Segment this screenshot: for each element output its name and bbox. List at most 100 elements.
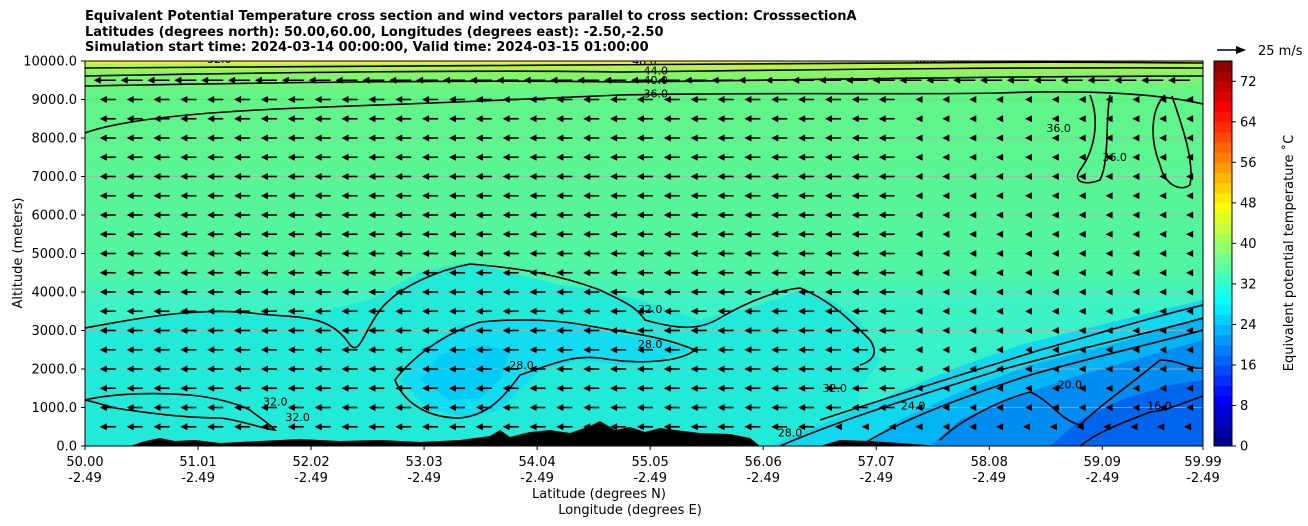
wind-vector-head (448, 327, 456, 334)
wind-vector-head (798, 384, 806, 392)
wind-vector-head (475, 192, 483, 200)
wind-vector-head (180, 365, 188, 373)
wind-vector-head (99, 384, 107, 392)
colorbar-segment (1214, 192, 1232, 204)
wind-vector-head (915, 327, 923, 334)
wind-vector-head (583, 211, 591, 219)
wind-vector-head (798, 211, 806, 219)
wind-vector-head (99, 423, 107, 431)
wind-vector-head (341, 288, 349, 296)
wind-vector-head (368, 404, 376, 411)
wind-vector-head (744, 404, 752, 411)
wind-vector-head (556, 115, 564, 123)
wind-vector-head (610, 365, 618, 373)
wind-vector-head (845, 76, 853, 84)
wind-vector-head (915, 250, 923, 257)
wind-vector-head (610, 327, 618, 334)
wind-vector-head (969, 153, 977, 161)
wind-vector-head (207, 173, 215, 180)
wind-vector-head (942, 250, 950, 257)
wind-vector-head (448, 153, 456, 161)
wind-vector-head (314, 192, 322, 200)
wind-vector-head (153, 230, 161, 238)
wind-vector-head (475, 96, 483, 103)
wind-vector-head (771, 153, 779, 161)
wind-vector-head (422, 230, 430, 238)
wind-vector-head (502, 230, 510, 238)
wind-vector-head (1186, 307, 1194, 315)
wind-vector-head (287, 288, 295, 296)
wind-vector-head (448, 173, 456, 180)
wind-vector-head (1186, 365, 1194, 373)
colorbar-segment (1214, 233, 1232, 244)
wind-vector-head (126, 269, 134, 277)
wind-vector-head (126, 404, 134, 411)
wind-vector-head (1051, 115, 1059, 123)
wind-vector-head (690, 153, 698, 161)
wind-vector-head (422, 192, 430, 200)
wind-vector-head (502, 307, 510, 315)
contour-48 (85, 61, 1203, 69)
wind-vector-head (690, 384, 698, 392)
wind-vector-head (690, 365, 698, 373)
wind-vector-head (690, 192, 698, 200)
wind-vector-head (529, 115, 537, 123)
wind-vector-head (120, 76, 128, 84)
wind-vector-head (996, 153, 1004, 161)
colorbar-tick-label: 16 (1240, 358, 1257, 373)
wind-vector-head (1159, 153, 1167, 161)
wind-vector-head (1051, 211, 1059, 219)
wind-vector-head (1078, 192, 1086, 200)
wind-vector-head (942, 288, 950, 296)
wind-vector-head (717, 288, 725, 296)
wind-vector-head (915, 192, 923, 200)
wind-vector-head (448, 115, 456, 123)
wind-vector-head (475, 269, 483, 277)
wind-vector-head (1051, 327, 1059, 334)
wind-vector-head (395, 269, 403, 277)
wind-vector-head (663, 307, 671, 315)
wind-vector-head (851, 173, 859, 180)
wind-vector-head (126, 250, 134, 257)
wind-vector-head (201, 76, 209, 84)
x-axis-label-lon: Longitude (degrees E) (558, 503, 702, 518)
wind-vector-head (529, 307, 537, 315)
wind-vector-head (915, 269, 923, 277)
wind-vector-head (818, 76, 826, 84)
wind-vector-head (1186, 192, 1194, 200)
wind-vector-head (583, 153, 591, 161)
wind-vector-head (636, 269, 644, 277)
wind-vector-head (475, 153, 483, 161)
wind-vector-head (610, 288, 618, 296)
wind-vector-head (798, 230, 806, 238)
wind-vector-head (1114, 76, 1122, 84)
wind-vector-head (207, 250, 215, 257)
plot-area: 32.0 48.044.040.036.048.0 48.0 44.036.036.0… (85, 61, 1203, 446)
x-tick-label-lat: 57.07 (858, 455, 895, 470)
colorbar-segment (1214, 61, 1232, 72)
colorbar-segment (1214, 375, 1232, 386)
wind-vector-head (556, 307, 564, 315)
wind-vector-head (798, 269, 806, 277)
wind-vector-head (878, 173, 886, 180)
wind-vector-head (663, 423, 671, 431)
wind-vector-head (717, 404, 725, 411)
wind-vector-head (1132, 269, 1140, 277)
wind-vector-head (717, 384, 725, 392)
wind-vector-head (529, 404, 537, 411)
colorbar-segment (1214, 344, 1232, 356)
wind-vector-head (824, 269, 832, 277)
wind-vector-head (180, 288, 188, 296)
wind-vector-head (969, 288, 977, 296)
wind-vector-head (180, 153, 188, 161)
wind-vector-head (798, 96, 806, 103)
wind-vector-head (180, 211, 188, 219)
colorbar-segment (1214, 162, 1232, 173)
wind-vector-head (99, 404, 107, 411)
wind-vector-head (1132, 384, 1140, 392)
wind-vector-head (93, 76, 101, 84)
wind-vector-head (207, 327, 215, 334)
wind-vector-head (147, 76, 155, 84)
wind-vector-head (556, 153, 564, 161)
wind-vector-head (1078, 115, 1086, 123)
